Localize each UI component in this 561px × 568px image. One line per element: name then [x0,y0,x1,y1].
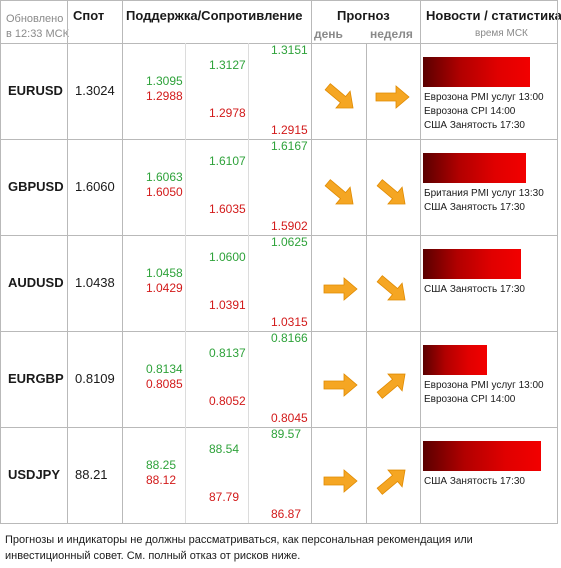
grid-vline [0,0,1,523]
level-2-support: 0.8137 [209,346,246,360]
grid-vline [311,0,312,523]
news-importance-bar [423,57,530,87]
week-header: неделя [370,27,413,41]
grid-vline [122,0,123,523]
level-2-resistance: 1.2978 [209,106,246,120]
updated-label: Обновлено [6,13,64,25]
level-3-resistance: 1.0315 [271,315,308,329]
level-2-resistance: 1.6035 [209,202,246,216]
arrow-down-right-icon [372,275,412,303]
level-3-support: 0.8166 [271,331,308,345]
level-2-support: 88.54 [209,442,240,456]
level-2-resistance: 1.0391 [209,298,246,312]
level-1-resistance: 1.6050 [146,185,183,199]
news-importance-bar [423,249,521,279]
grid-vline [185,43,186,523]
arrow-right-icon [320,275,360,303]
news-importance-bar [423,345,487,375]
grid-hline [0,139,558,140]
grid-hline [0,0,558,1]
spot-price: 1.3024 [75,83,115,98]
arrow-down-right-icon [320,83,360,111]
arrow-right-icon [372,83,412,111]
level-3-support: 1.6167 [271,139,308,153]
news-item[interactable]: США Занятость 17:30 [424,284,525,295]
level-2-support: 1.6107 [209,154,246,168]
level-1-resistance: 1.0429 [146,281,183,295]
level-3-resistance: 0.8045 [271,411,308,425]
support-resistance-header: Поддержка/Сопротивление [126,8,303,23]
news-item[interactable]: Еврозона PMI услуг 13:00 [424,380,544,391]
grid-vline [557,0,558,523]
level-2-support: 1.0600 [209,250,246,264]
level-1-resistance: 1.2988 [146,89,183,103]
forecast-header: Прогноз [337,8,390,23]
level-1-support: 1.0458 [146,266,183,280]
pair-name: EURGBP [8,371,64,386]
arrow-down-right-icon [372,179,412,207]
grid-vline [248,43,249,523]
level-3-support: 1.3151 [271,43,308,57]
news-item[interactable]: Еврозона PMI услуг 13:00 [424,92,544,103]
news-item[interactable]: США Занятость 17:30 [424,202,525,213]
pair-name: EURUSD [8,83,63,98]
news-item[interactable]: Еврозона CPI 14:00 [424,106,516,117]
news-item[interactable]: США Занятость 17:30 [424,476,525,487]
level-3-resistance: 1.5902 [271,219,308,233]
grid-hline [0,427,558,428]
news-item[interactable]: Британия PMI услуг 13:30 [424,188,544,199]
level-1-resistance: 88.12 [146,473,177,487]
grid-hline [0,43,558,44]
grid-vline [366,43,367,523]
arrow-up-right-icon [372,371,412,399]
news-time-header: время МСК [475,28,528,39]
news-item[interactable]: Еврозона CPI 14:00 [424,394,516,405]
level-1-support: 88.25 [146,458,177,472]
arrow-down-right-icon [320,179,360,207]
spot-price: 0.8109 [75,371,115,386]
spot-header: Спот [73,8,105,23]
pair-name: USDJPY [8,467,61,482]
arrow-up-right-icon [372,467,412,495]
level-3-resistance: 1.2915 [271,123,308,137]
grid-hline [0,523,558,524]
arrow-right-icon [320,467,360,495]
level-1-resistance: 0.8085 [146,377,183,391]
pair-name: GBPUSD [8,179,64,194]
level-2-resistance: 0.8052 [209,394,246,408]
updated-time: в 12:33 МСК [6,28,69,40]
news-item[interactable]: США Занятость 17:30 [424,120,525,131]
spot-price: 88.21 [75,467,108,482]
level-1-support: 1.3095 [146,74,183,88]
level-2-support: 1.3127 [209,58,246,72]
level-1-support: 0.8134 [146,362,183,376]
level-3-resistance: 86.87 [271,507,302,521]
level-1-support: 1.6063 [146,170,183,184]
forecast-table: Обновлено в 12:33 МСК Спот Поддержка/Соп… [0,0,561,524]
level-3-support: 89.57 [271,427,302,441]
pair-name: AUDUSD [8,275,64,290]
news-header: Новости / статистика [426,8,561,23]
level-2-resistance: 87.79 [209,490,240,504]
day-header: день [314,27,343,41]
grid-vline [67,0,68,523]
level-3-support: 1.0625 [271,235,308,249]
news-importance-bar [423,441,541,471]
grid-vline [420,0,421,523]
disclaimer-text: Прогнозы и индикаторы не должны рассматр… [5,534,473,562]
spot-price: 1.0438 [75,275,115,290]
arrow-right-icon [320,371,360,399]
grid-hline [0,331,558,332]
news-importance-bar [423,153,526,183]
spot-price: 1.6060 [75,179,115,194]
grid-hline [0,235,558,236]
